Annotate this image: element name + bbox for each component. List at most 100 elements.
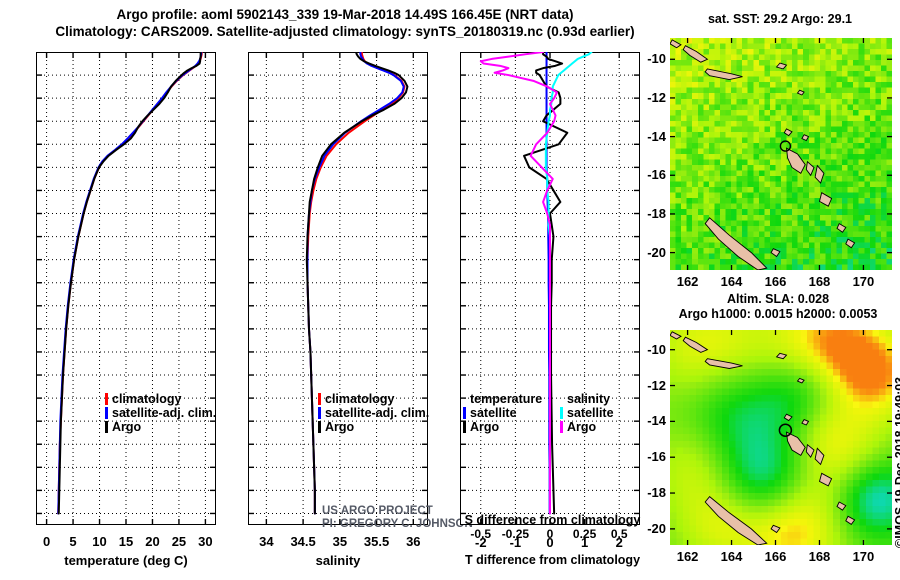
temperature-axis-label: temperature (deg C)	[64, 553, 188, 568]
map-lat-tick: -14	[647, 128, 666, 144]
map-lon-tick: 168	[808, 274, 831, 289]
map-lat-tick: -20	[647, 244, 666, 260]
legend-color-swatch	[105, 407, 108, 419]
s-tick-label: -0.5	[470, 527, 492, 541]
title-line-2: Climatology: CARS2009. Satellite-adjuste…	[55, 24, 635, 39]
map-lat-tick: -12	[647, 89, 666, 105]
x-tick-label: 35.5	[363, 534, 390, 549]
map-lon-tick: 168	[808, 549, 831, 564]
sla-map-canvas	[670, 330, 892, 545]
x-tick-label: 5	[69, 534, 77, 549]
legend-label: Argo	[325, 420, 355, 434]
x-tick-label: 30	[198, 534, 213, 549]
sla-map-title: Altim. SLA: 0.028 Argo h1000: 0.0015 h20…	[656, 292, 900, 322]
legend-color-swatch	[463, 407, 466, 419]
t-tick-label: 1	[580, 535, 589, 550]
map-lat-tick: -20	[647, 520, 666, 536]
credit-line-2: PI: GREGORY C. JOHNSON	[322, 518, 473, 530]
legend-entry: satellite	[560, 406, 638, 420]
legend-group-salinity: salinity satellite Argo	[560, 392, 638, 434]
legend-label: satellite-adj. clim.	[112, 406, 217, 420]
map-lat-tick: -14	[647, 413, 666, 429]
legend-color-swatch	[560, 421, 563, 433]
t-tick-label: 0	[546, 535, 554, 550]
legend-label: climatology	[325, 392, 395, 406]
sla-title-line-1: Altim. SLA: 0.028	[726, 292, 830, 306]
sst-map-title: sat. SST: 29.2 Argo: 29.1	[707, 12, 853, 26]
legend-color-swatch	[318, 421, 321, 433]
legend-label: Argo	[567, 420, 597, 434]
difference-t-axis-label: T difference from climatology	[464, 553, 641, 567]
map-lat-tick: -18	[647, 485, 666, 501]
map-lon-tick: 164	[720, 274, 743, 289]
legend-group-header: temperature	[470, 392, 543, 406]
map-lat-tick: -18	[647, 205, 666, 221]
salinity-legend: climatology satellite-adj. clim. Argo	[318, 392, 429, 434]
t-tick-label: -2	[474, 535, 487, 550]
map-lat-tick: -10	[647, 341, 666, 357]
x-tick-label: 36	[406, 534, 421, 549]
map-lon-tick: 164	[720, 549, 743, 564]
legend-label: Argo	[112, 420, 142, 434]
salinity-panel	[248, 52, 428, 525]
map-lat-tick: -10	[647, 51, 666, 67]
legend-label: Argo	[470, 420, 500, 434]
map-lat-tick: -16	[647, 167, 666, 183]
map-lon-tick: 166	[764, 274, 787, 289]
legend-entry: climatology	[318, 392, 429, 406]
x-tick-label: 35	[332, 534, 348, 549]
legend-group-temperature: temperature satellite Argo	[463, 392, 542, 434]
sla-title-line-2: Argo h1000: 0.0015 h2000: 0.0053	[678, 307, 878, 321]
legend-label: satellite	[470, 406, 517, 420]
difference-legend: temperature satellite Argo salinity satellit…	[463, 392, 638, 434]
t-tick-label: -1	[509, 535, 522, 550]
legend-entry: Argo	[318, 420, 429, 434]
page-title: Argo profile: aoml 5902143_339 19-Mar-20…	[0, 6, 690, 40]
x-tick-label: 34.5	[290, 534, 316, 549]
map-lon-tick: 170	[852, 274, 875, 289]
legend-entry: satellite-adj. clim.	[318, 406, 429, 420]
legend-color-swatch	[318, 407, 321, 419]
map-lon-tick: 166	[764, 549, 787, 564]
s-tick-label: 0	[546, 527, 554, 541]
credit-line-1: US ARGO PROJECT	[322, 505, 433, 517]
legend-group-header: salinity	[567, 392, 611, 406]
legend-color-swatch	[560, 407, 563, 419]
map-lon-tick: 162	[676, 274, 699, 289]
legend-entry: satellite	[463, 406, 542, 420]
legend-color-swatch	[105, 393, 108, 405]
map-lon-tick: 162	[676, 549, 699, 564]
legend-color-swatch	[463, 421, 466, 433]
legend-label: climatology	[112, 392, 182, 406]
legend-label: satellite-adj. clim.	[325, 406, 430, 420]
difference-plot-canvas	[460, 52, 640, 525]
temperature-legend: climatology satellite-adj. clim. Argo	[105, 392, 216, 434]
s-tick-label: 0.5	[610, 527, 628, 541]
x-tick-label: 10	[92, 534, 107, 549]
difference-s-axis-label: S difference from climatology	[464, 513, 641, 527]
salinity-axis-label: salinity	[315, 553, 361, 568]
x-tick-label: 25	[171, 534, 187, 549]
map-lat-tick: -12	[647, 377, 666, 393]
x-tick-label: 34	[259, 534, 274, 549]
t-tick-label: 2	[615, 535, 623, 550]
x-tick-label: 0	[42, 534, 51, 549]
x-tick-label: 20	[145, 534, 160, 549]
legend-entry: Argo	[463, 420, 542, 434]
imos-copyright-stamp: ©IMOS 19-Dec-2018 19:49:03	[893, 376, 900, 548]
legend-entry: satellite-adj. clim.	[105, 406, 216, 420]
temperature-plot-canvas	[36, 52, 216, 525]
project-credit: US ARGO PROJECT PI: GREGORY C. JOHNSON	[322, 505, 473, 531]
legend-color-swatch	[105, 421, 108, 433]
legend-label: satellite	[567, 406, 614, 420]
sst-map-canvas	[670, 38, 892, 270]
s-tick-label: 0.25	[572, 527, 597, 541]
legend-entry: Argo	[560, 420, 638, 434]
salinity-plot-canvas	[248, 52, 428, 525]
legend-entry: climatology	[105, 392, 216, 406]
title-line-1: Argo profile: aoml 5902143_339 19-Mar-20…	[116, 7, 574, 22]
legend-color-swatch	[318, 393, 321, 405]
map-lon-tick: 170	[852, 549, 875, 564]
x-tick-label: 15	[118, 534, 134, 549]
legend-entry: Argo	[105, 420, 216, 434]
